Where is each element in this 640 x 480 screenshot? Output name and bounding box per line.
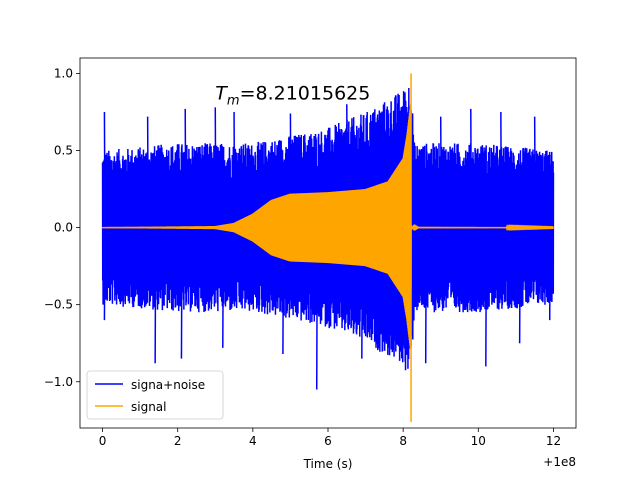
x-tick-label: 6	[324, 434, 332, 448]
annotation-prefix: T	[215, 83, 228, 105]
annotation-subscript: m	[227, 94, 240, 109]
annotation-tm: Tm=8.21015625	[215, 83, 370, 109]
y-axis: −1.0 −0.5 0.0 0.5 1.0	[44, 66, 80, 389]
x-tick-label: 0	[99, 434, 107, 448]
legend-label-signal: signal	[131, 400, 167, 414]
y-tick-label: 0.5	[54, 144, 73, 158]
x-tick-label: 12	[546, 434, 561, 448]
x-tick-label: 10	[471, 434, 486, 448]
legend-label-signal-plus-noise: signa+noise	[131, 378, 205, 392]
x-axis: 0 2 4 6 8 10 12	[99, 428, 561, 448]
x-offset-label: +1e8	[543, 455, 576, 469]
y-tick-label: −1.0	[44, 375, 73, 389]
x-tick-label: 8	[399, 434, 407, 448]
series-signal	[101, 73, 555, 422]
legend-box	[86, 370, 224, 420]
y-tick-label: −0.5	[44, 298, 73, 312]
x-tick-label: 4	[249, 434, 257, 448]
x-tick-label: 2	[174, 434, 182, 448]
y-tick-label: 1.0	[54, 66, 73, 80]
legend: signa+noise signal	[86, 370, 224, 420]
x-axis-label: Time (s)	[303, 457, 353, 471]
annotation-value: =8.21015625	[240, 83, 371, 105]
y-tick-label: 0.0	[54, 221, 73, 235]
